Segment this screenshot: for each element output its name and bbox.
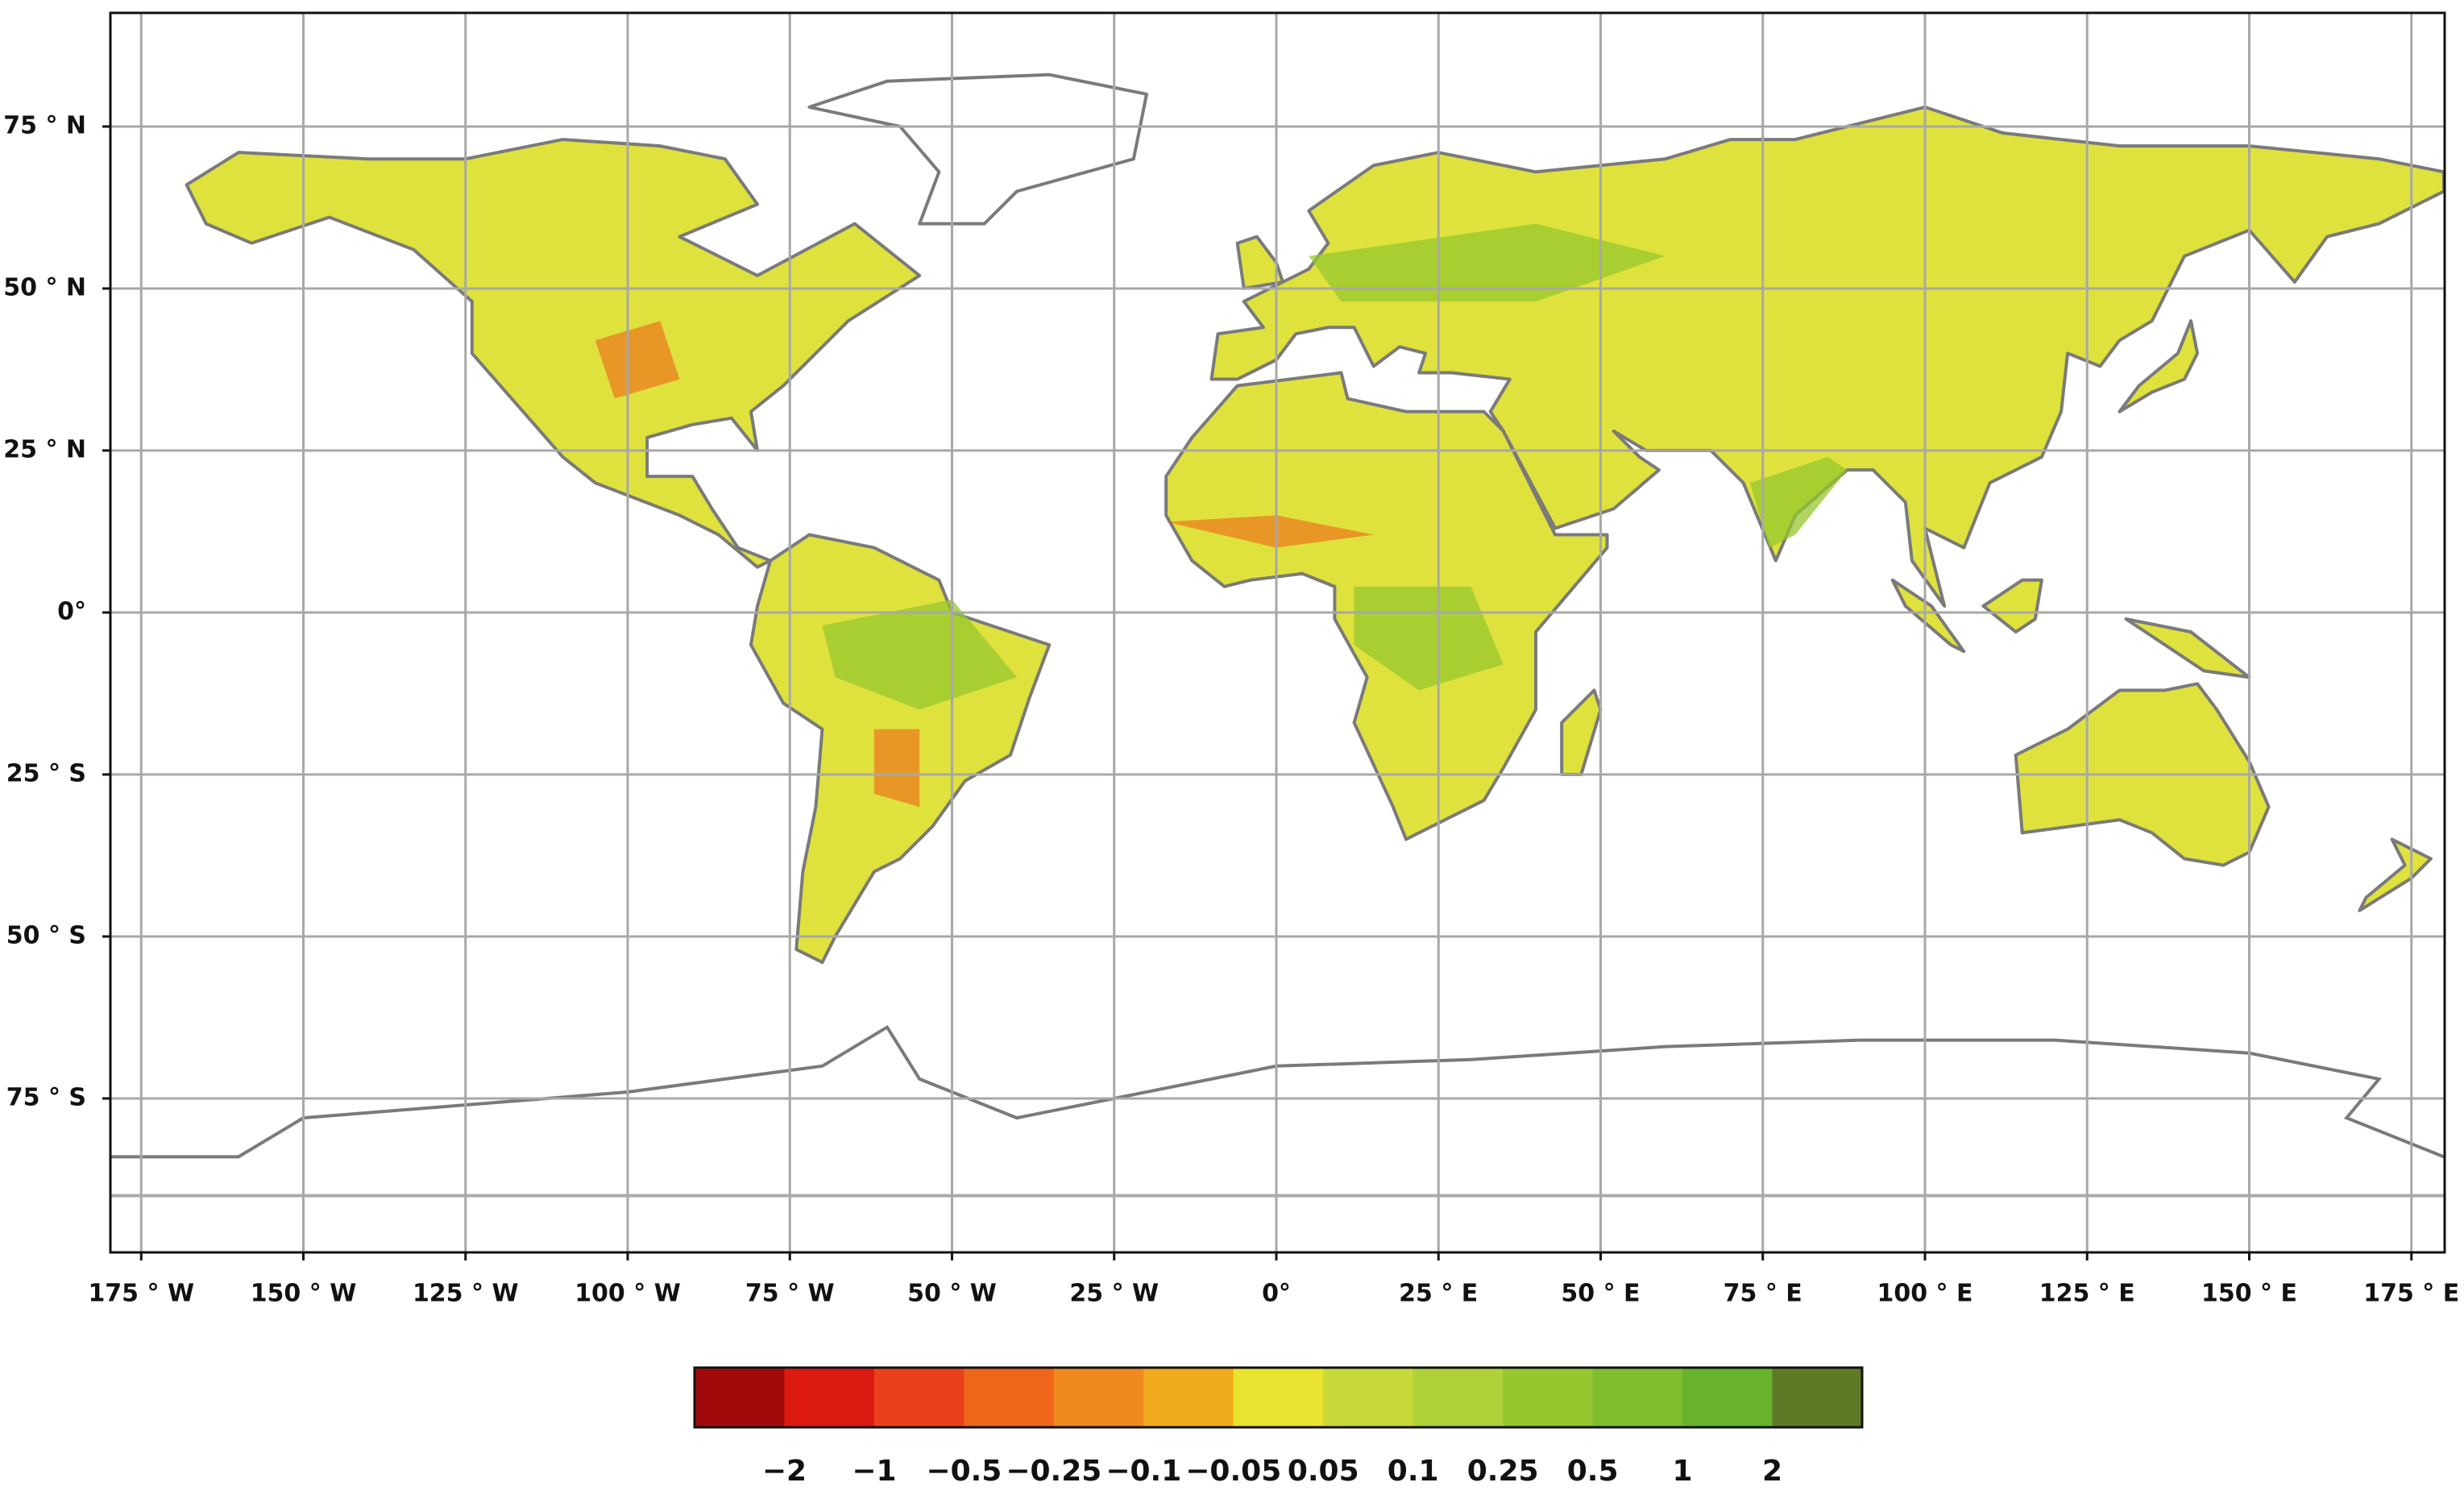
x-tick-label: 25 ° E (1399, 1280, 1478, 1308)
x-tick-label: 125 ° W (413, 1280, 519, 1308)
new-zealand (2359, 839, 2431, 910)
x-tick-label: 75 ° W (745, 1280, 835, 1308)
y-tick-label: 25 ° S (6, 760, 86, 788)
colorbar-label: −0.5 (926, 1455, 1002, 1488)
x-tick-label: 50 ° E (1561, 1280, 1640, 1308)
y-tick-label: 0° (57, 598, 86, 626)
colorbar-swatch (1592, 1368, 1683, 1427)
x-tick-label: 75 ° E (1724, 1280, 1802, 1308)
y-tick-label: 75 ° N (3, 112, 86, 140)
colorbar-label: 2 (1762, 1455, 1782, 1488)
colorbar-swatch (964, 1368, 1055, 1427)
colorbar-label: −2 (762, 1455, 807, 1488)
colorbar-swatch (695, 1368, 785, 1427)
x-tick-label: 100 ° E (1877, 1280, 1972, 1308)
colorbar-swatch (1772, 1368, 1863, 1427)
x-tick-label: 50 ° W (907, 1280, 997, 1308)
colorbar-swatch (1412, 1368, 1504, 1427)
change-patch (873, 729, 920, 808)
vegetation-patch (822, 599, 1017, 710)
x-tick-label: 0° (1262, 1280, 1291, 1308)
colorbar-label: 1 (1673, 1455, 1693, 1488)
y-tick-label: 75 ° S (6, 1084, 86, 1112)
colorbar-frame (693, 1366, 1864, 1429)
colorbar-label: −0.1 (1105, 1455, 1181, 1488)
y-tick-label: 25 ° N (3, 436, 86, 464)
antarctica-coast (109, 1028, 2444, 1157)
north-america (187, 139, 920, 567)
colorbar-swatch (1323, 1368, 1414, 1427)
colorbar-swatch (1053, 1368, 1144, 1427)
x-tick-label: 150 ° W (251, 1280, 357, 1308)
colorbar-label: −1 (852, 1455, 896, 1488)
x-tick-label: 150 ° E (2201, 1280, 2297, 1308)
japan (2120, 321, 2198, 412)
vegetation-patch (1749, 457, 1848, 548)
y-tick-label: 50 ° N (3, 274, 86, 302)
vegetation-patch (1309, 223, 1665, 302)
colorbar-swatch (1233, 1368, 1324, 1427)
colorbar-label: −0.05 (1185, 1455, 1281, 1488)
borneo (1983, 580, 2041, 632)
y-tick-label: 50 ° S (6, 922, 86, 950)
new-guinea (2126, 619, 2250, 677)
colorbar-label: 0.05 (1288, 1455, 1359, 1488)
colorbar-swatch (1143, 1368, 1234, 1427)
x-tick-label: 25 ° W (1069, 1280, 1159, 1308)
x-tick-label: 175 ° W (88, 1280, 194, 1308)
change-patch (595, 321, 680, 399)
colorbar-label: 0.1 (1388, 1455, 1439, 1488)
x-tick-label: 125 ° E (2039, 1280, 2135, 1308)
x-tick-label: 175 ° E (2363, 1280, 2459, 1308)
colorbar-swatch (1682, 1368, 1773, 1427)
colorbar-label: −0.25 (1006, 1455, 1101, 1488)
change-patch (1166, 515, 1374, 548)
sumatra (1893, 580, 1964, 651)
colorbar-swatch (873, 1368, 964, 1427)
x-tick-label: 100 ° W (575, 1280, 681, 1308)
colorbar-swatch (784, 1368, 875, 1427)
colorbar-label: 0.5 (1567, 1455, 1619, 1488)
graticule (110, 13, 2445, 1252)
colorbar-swatch (1503, 1368, 1594, 1427)
colorbar-label: 0.25 (1467, 1455, 1539, 1488)
madagascar (1562, 690, 1600, 774)
greenland (809, 75, 1147, 224)
